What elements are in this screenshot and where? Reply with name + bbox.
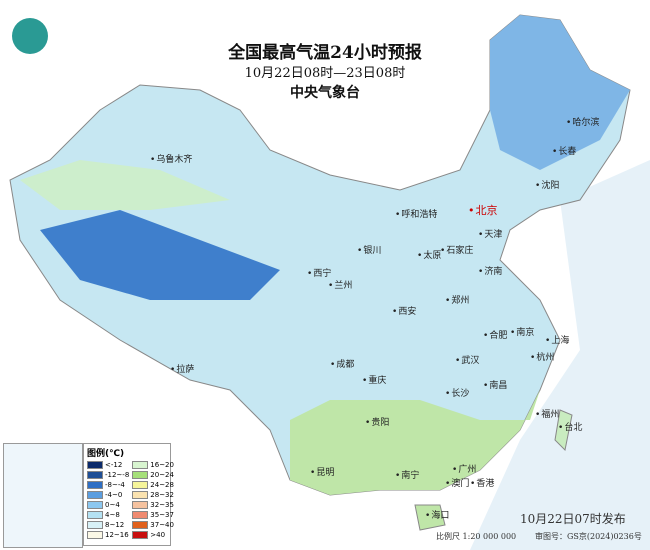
legend-item: 4~8 (87, 511, 129, 519)
city-label: 石家庄 (440, 243, 473, 256)
xinjiang-zone (20, 160, 230, 210)
city-label: 太原 (417, 248, 441, 261)
city-label: 武汉 (455, 353, 479, 366)
city-label: 南昌 (483, 378, 507, 391)
legend-swatch (132, 481, 149, 489)
city-label: 天津 (478, 227, 502, 240)
legend-item: 35~37 (132, 511, 174, 519)
city-label: 台北 (558, 420, 582, 433)
legend-label: 12~16 (105, 531, 129, 539)
city-label: 杭州 (530, 350, 554, 363)
city-label: 兰州 (328, 278, 352, 291)
legend-label: 32~35 (150, 501, 174, 509)
legend-item: 28~32 (132, 491, 174, 499)
legend-item: 24~28 (132, 481, 174, 489)
legend-swatch (87, 481, 103, 489)
city-label: 南京 (510, 325, 534, 338)
city-label: 海口 (425, 508, 449, 521)
map-number: 审图号：GS京(2024)0236号 (535, 532, 642, 541)
legend-item: 37~40 (132, 521, 174, 529)
legend-swatch (87, 491, 103, 499)
legend-label: <-12 (105, 461, 123, 469)
sea (470, 160, 650, 550)
legend-swatch (87, 521, 103, 529)
legend-swatch (132, 531, 149, 539)
legend-item: <-12 (87, 461, 129, 469)
legend-label: -12~-8 (105, 471, 130, 479)
city-label: 哈尔滨 (566, 115, 599, 128)
legend-label: 16~20 (150, 461, 174, 469)
legend-item: 8~12 (87, 521, 129, 529)
city-label: 南宁 (395, 468, 419, 481)
legend-swatch (87, 511, 103, 519)
city-label: 郑州 (445, 293, 469, 306)
city-label: 西宁 (307, 266, 331, 279)
south-china-sea-inset (3, 443, 83, 548)
city-label: 沈阳 (535, 178, 559, 191)
city-label: 合肥 (483, 328, 507, 341)
city-label: 拉萨 (170, 362, 194, 375)
northeast-cold-zone (490, 15, 630, 170)
legend-label: -4~0 (105, 491, 123, 499)
legend-swatch (87, 471, 103, 479)
city-label: 福州 (535, 407, 559, 420)
legend-swatch (132, 511, 149, 519)
agency: 中央气象台 (290, 85, 360, 101)
legend-label: 28~32 (150, 491, 174, 499)
legend-swatch (87, 501, 103, 509)
legend-swatch (132, 521, 149, 529)
legend-item: -8~-4 (87, 481, 129, 489)
legend-label: 37~40 (150, 521, 174, 529)
legend-swatch (132, 461, 149, 469)
legend-item: 0~4 (87, 501, 129, 509)
city-label: 贵阳 (365, 415, 389, 428)
city-label: 成都 (330, 357, 354, 370)
legend-item: -4~0 (87, 491, 129, 499)
legend-label: 20~24 (150, 471, 174, 479)
legend-swatch (87, 531, 103, 539)
city-label: 呼和浩特 (395, 207, 437, 220)
issued-time: 10月22日07时发布 (520, 512, 626, 526)
legend-label: 0~4 (105, 501, 120, 509)
map-title: 全国最高气温24小时预报 (228, 43, 422, 63)
legend: 图例(℃) <-12 16~20 -12~-8 20~24 -8~-4 24~28 -4~0… (83, 443, 174, 546)
map-subtitle: 10月22日08时—23日08时 (244, 66, 406, 81)
legend-swatch (132, 471, 149, 479)
china-outline (9, 14, 631, 496)
legend-item: 32~35 (132, 501, 174, 509)
legend-swatch (87, 461, 103, 469)
legend-item: 20~24 (132, 471, 174, 479)
city-label: 长春 (552, 144, 576, 157)
city-label: 广州 (452, 462, 476, 475)
legend-item: >40 (132, 531, 174, 539)
city-label: 澳门 (445, 476, 469, 489)
legend-label: 24~28 (150, 481, 174, 489)
legend-item: 12~16 (87, 531, 129, 539)
city-label: 上海 (545, 333, 569, 346)
legend-label: 35~37 (150, 511, 174, 519)
legend-title: 图例(℃) (87, 449, 125, 459)
legend-swatch (132, 501, 149, 509)
city-label: 长沙 (445, 386, 469, 399)
legend-item: 16~20 (132, 461, 174, 469)
south-warm-zone (290, 390, 540, 495)
city-label: 北京 (468, 202, 498, 218)
city-label: 乌鲁木齐 (150, 152, 192, 165)
city-label: 济南 (478, 264, 502, 277)
legend-label: 8~12 (105, 521, 125, 529)
city-label: 银川 (357, 243, 381, 256)
city-label: 重庆 (362, 373, 386, 386)
legend-label: >40 (150, 531, 166, 539)
tibet-cold-zone (40, 210, 280, 300)
city-label: 昆明 (310, 465, 334, 478)
legend-label: 4~8 (105, 511, 120, 519)
legend-item: -12~-8 (87, 471, 129, 479)
city-label: 西安 (392, 304, 416, 317)
legend-label: -8~-4 (105, 481, 125, 489)
legend-swatch (132, 491, 149, 499)
scale: 比例尺 1:20 000 000 (436, 532, 517, 541)
cma-logo-icon (12, 18, 48, 54)
city-label: 香港 (470, 476, 494, 489)
